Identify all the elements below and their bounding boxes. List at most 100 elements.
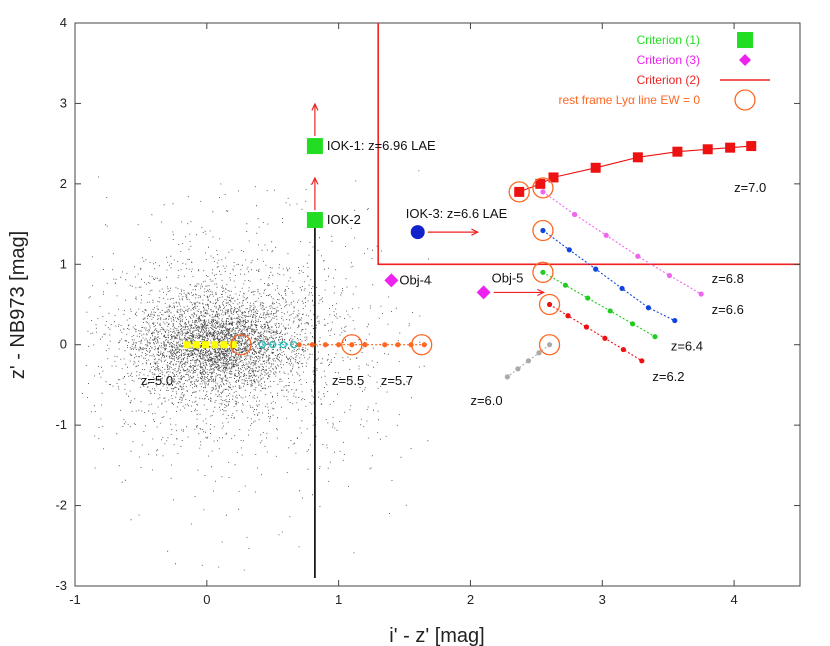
track-point <box>652 334 658 340</box>
rightward-arrow-head <box>537 288 546 297</box>
track-point <box>296 342 302 348</box>
y-tick-label: -1 <box>55 417 67 432</box>
object-iok-3: IOK-3: z=6.6 LAE <box>406 206 508 240</box>
rightward-arrow-head <box>471 228 480 236</box>
y-tick-label: 0 <box>60 337 67 352</box>
track-point <box>309 342 315 348</box>
track-point <box>349 342 355 348</box>
y-tick-label: -2 <box>55 498 67 513</box>
model-tracks <box>183 141 757 380</box>
lya-ew0-point <box>230 334 252 356</box>
track-point <box>548 172 559 183</box>
track-point <box>540 189 546 195</box>
y-tick-label: 2 <box>60 176 67 191</box>
track-z=6.4 <box>540 269 658 340</box>
x-tick-label: 0 <box>203 592 210 607</box>
track-point <box>562 282 568 288</box>
track-point <box>645 305 652 311</box>
track-line <box>549 304 643 362</box>
x-tick-label: 1 <box>335 592 342 607</box>
lya-ew0-point <box>411 334 433 356</box>
object-iok-1: IOK-1: z=6.96 LAE <box>306 102 436 155</box>
redshift-label: z=6.4 <box>671 338 703 353</box>
track-point <box>583 324 590 330</box>
track-point <box>192 341 200 349</box>
track-point <box>322 342 329 348</box>
object-marker <box>306 138 323 155</box>
track-point <box>535 178 546 189</box>
track-point <box>258 341 266 349</box>
y-tick-label: -3 <box>55 578 67 593</box>
x-tick-label: 3 <box>599 592 606 607</box>
object-label: Obj-4 <box>399 272 431 287</box>
track-point <box>672 146 683 157</box>
rightward-arrow <box>427 228 480 236</box>
selection-boundary <box>377 23 800 266</box>
track-point <box>566 247 572 253</box>
legend-label: Criterion (1) <box>637 33 700 47</box>
track-point <box>504 374 510 380</box>
track-point <box>725 142 736 153</box>
x-tick-label: 4 <box>730 592 737 607</box>
track-point <box>540 269 546 275</box>
track-point <box>421 342 427 348</box>
object-marker <box>384 273 399 288</box>
lya-ew0-point <box>532 219 554 242</box>
background-galaxy-points <box>81 170 432 578</box>
redshift-label: z=7.0 <box>734 180 766 195</box>
track-point <box>585 295 591 301</box>
x-tick-label: 2 <box>467 592 474 607</box>
y-tick-label: 1 <box>60 256 67 271</box>
redshift-label: z=6.8 <box>712 271 744 286</box>
lya-ew0-point <box>538 293 561 316</box>
track-z=6.6 <box>540 227 678 324</box>
track-point <box>336 342 342 348</box>
object-marker <box>476 285 491 300</box>
galaxy-cloud <box>81 170 432 571</box>
track-z=6.2 <box>546 301 645 364</box>
object-obj-5: Obj-5 <box>476 270 546 300</box>
track-point <box>525 358 532 364</box>
track-point <box>279 341 287 349</box>
lya-ew0-point <box>341 334 363 356</box>
track-point <box>629 321 636 327</box>
legend-label: rest frame Lyα line EW = 0 <box>558 93 700 107</box>
track-line <box>507 344 550 378</box>
track-point <box>211 341 219 349</box>
track-point <box>635 253 641 259</box>
track-point <box>546 301 553 308</box>
track-point <box>702 144 713 155</box>
track-point <box>183 341 191 349</box>
upward-arrow-head <box>311 102 319 111</box>
y-tick-label: 3 <box>60 95 67 110</box>
track-point <box>229 341 237 349</box>
redshift-label: z=5.7 <box>381 373 413 388</box>
object-label: IOK-2 <box>327 212 361 227</box>
track-point <box>269 341 277 349</box>
track-point <box>593 266 599 272</box>
track-point <box>202 341 209 349</box>
rightward-arrow <box>493 288 546 297</box>
track-point <box>602 335 608 341</box>
legend-marker <box>737 32 753 48</box>
track-point <box>672 317 678 324</box>
track-point <box>666 272 673 279</box>
legend-label: Criterion (2) <box>637 73 700 87</box>
selection-region <box>377 23 800 266</box>
track-point <box>546 342 553 348</box>
object-label: IOK-3: z=6.6 LAE <box>406 206 508 221</box>
track-point <box>632 152 643 163</box>
object-iok-2: IOK-2 <box>306 176 361 229</box>
track-point <box>540 227 546 234</box>
track-point <box>382 342 388 348</box>
object-label: IOK-1: z=6.96 LAE <box>327 138 436 153</box>
lya-ew0-point <box>508 181 530 203</box>
lya-ew0-markers <box>230 177 561 356</box>
track-z=5.5 <box>258 341 298 349</box>
track-point <box>220 341 228 349</box>
object-obj-4: Obj-4 <box>384 272 431 288</box>
track-point <box>515 366 521 372</box>
track-point <box>514 186 525 197</box>
track-point <box>698 291 704 297</box>
